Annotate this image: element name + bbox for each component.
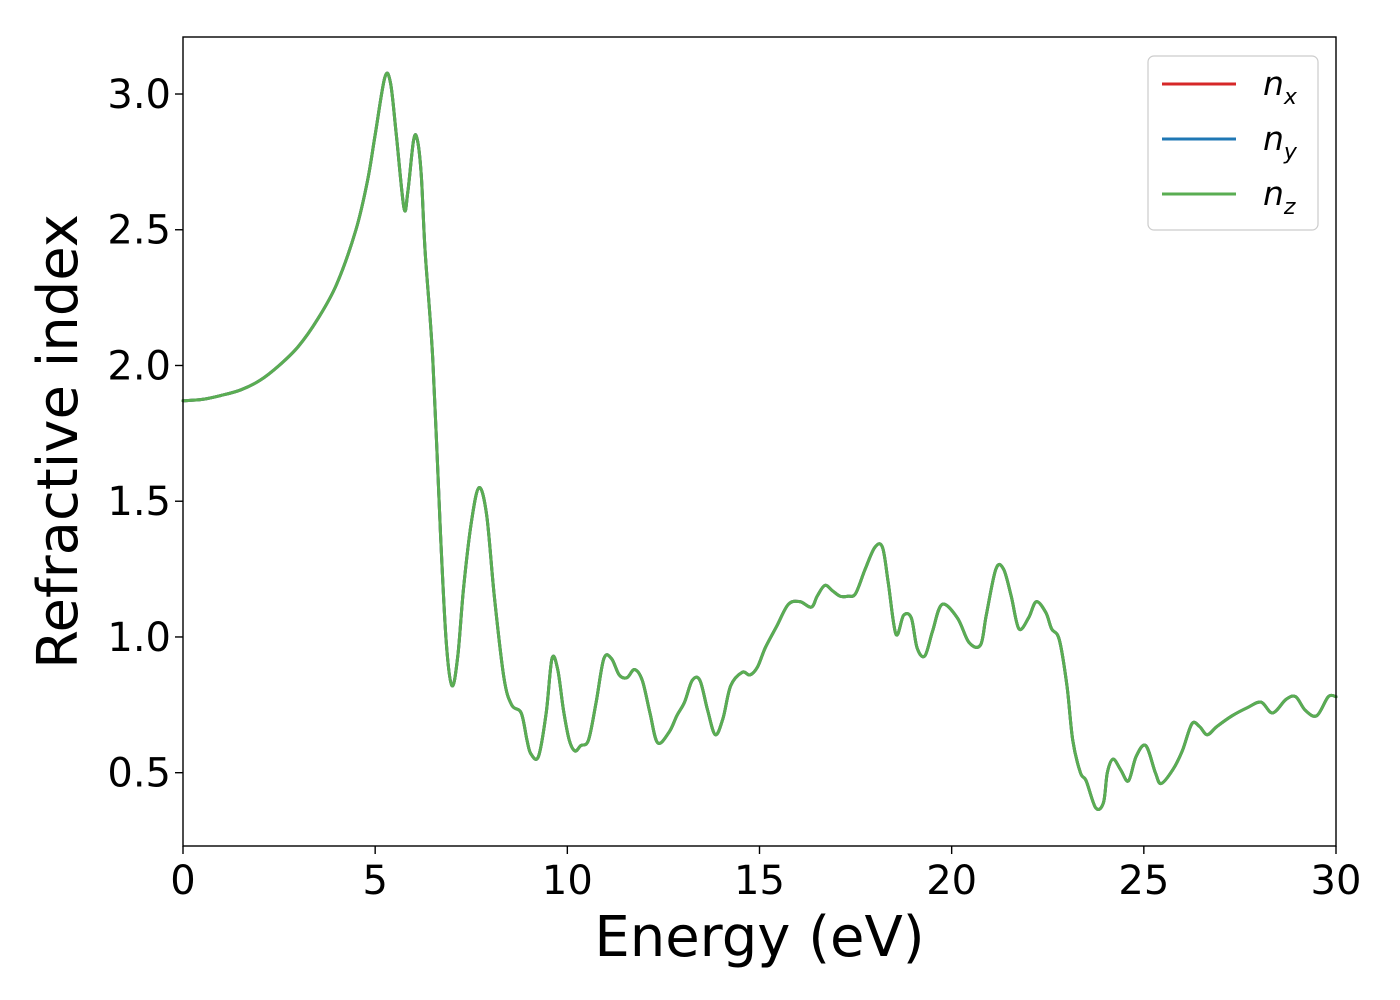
y-tick-label: 1.0 xyxy=(107,615,171,661)
y-tick-label: 2.0 xyxy=(107,343,171,389)
x-axis-title: Energy (eV) xyxy=(594,905,924,970)
y-tick-label: 3.0 xyxy=(107,72,171,118)
legend-box xyxy=(1147,55,1319,231)
x-tick-label: 15 xyxy=(734,858,785,904)
series-line-z xyxy=(181,71,1338,811)
legend-items: nx ny nz xyxy=(1162,64,1298,220)
x-tick-label: 5 xyxy=(362,858,387,904)
legend-label-x: nx xyxy=(1263,64,1298,110)
y-tick-label: 2.5 xyxy=(107,208,171,254)
x-axis: 0 5 10 15 20 25 30 xyxy=(170,846,1361,904)
legend-label-z: nz xyxy=(1263,174,1296,220)
x-tick-label: 30 xyxy=(1311,858,1362,904)
series-layer xyxy=(181,71,1338,811)
y-axis: 0.5 1.0 1.5 2.0 2.5 3.0 xyxy=(107,72,183,797)
y-axis-title: Refractive index xyxy=(26,214,91,669)
x-tick-label: 25 xyxy=(1118,858,1169,904)
y-tick-label: 0.5 xyxy=(107,751,171,797)
x-tick-label: 10 xyxy=(542,858,593,904)
y-tick-label: 1.5 xyxy=(107,479,171,525)
legend: nx ny nz xyxy=(1147,55,1319,231)
x-tick-label: 20 xyxy=(926,858,977,904)
legend-label-y: ny xyxy=(1263,119,1298,165)
x-tick-label: 0 xyxy=(170,858,195,904)
